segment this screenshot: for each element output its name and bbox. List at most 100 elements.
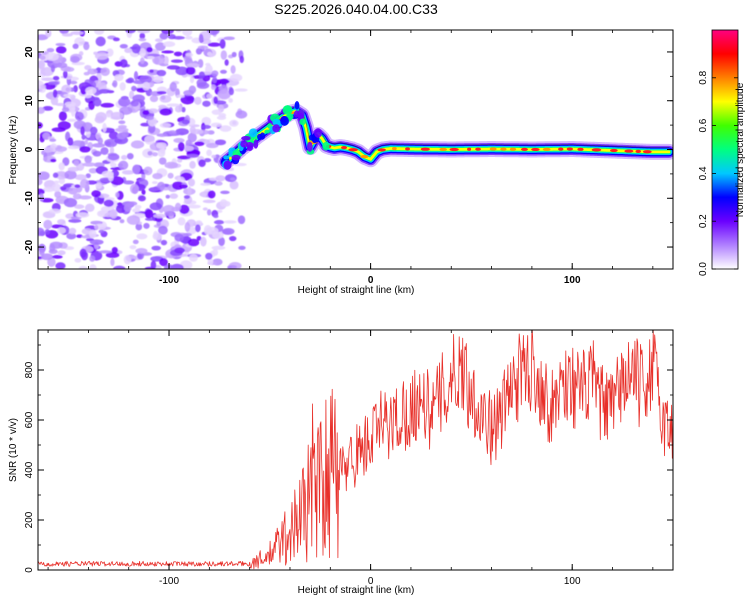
spectrogram-noise-blob (183, 89, 195, 96)
spectrogram-noise-blob (166, 65, 180, 70)
spectrogram-peak (542, 147, 551, 151)
spectrogram-noise-blob (186, 63, 200, 68)
spectrogram-noise-blob (49, 241, 63, 249)
spectrogram-noise-blob (100, 102, 115, 108)
spectrogram-noise-blob (161, 50, 174, 54)
spectrogram-noise-blob (95, 182, 103, 189)
spectrogram-y-tick-label: 20 (24, 46, 35, 58)
spectrogram-y-tick-label: 10 (24, 95, 35, 107)
colorbar-tick-label: 0.0 (698, 262, 709, 276)
spectrogram-noise-blob (63, 93, 73, 98)
spectrogram-noise-blob (58, 111, 67, 121)
spectrogram-noise-blob (211, 70, 219, 77)
spectrogram-noise-blob (222, 228, 235, 235)
spectrogram-noise-blob (67, 137, 74, 146)
spectrogram-noise-blob (82, 162, 97, 167)
spectrogram-ridge-blob (228, 150, 234, 157)
spectrogram-noise-blob (38, 243, 46, 253)
spectrogram-ridge-blob (223, 155, 230, 160)
spectrogram-noise-blob (88, 229, 97, 239)
spectrogram-noise-blob (175, 94, 185, 98)
spectrogram-noise-blob (109, 146, 115, 155)
spectrogram-peak (377, 148, 386, 152)
spectrogram-noise-blob (84, 155, 92, 164)
spectrogram-noise-blob (229, 235, 237, 242)
spectrogram-peak (509, 147, 517, 151)
spectrogram-noise-blob (207, 190, 216, 199)
spectrogram-ridge-blob (306, 141, 313, 152)
spectrogram-noise-blob (138, 37, 147, 42)
spectrogram-noise-blob (55, 262, 66, 269)
spectrogram-noise-blob (151, 181, 158, 185)
spectrogram-noise-blob (173, 138, 185, 143)
spectrogram-noise-blob (150, 260, 157, 269)
spectrogram-noise-blob (39, 250, 45, 256)
spectrogram-noise-blob (132, 239, 139, 245)
spectrogram-ridge-blob (241, 135, 251, 141)
spectrogram-noise-blob (229, 180, 239, 190)
spectrogram-ridge-blob (314, 128, 322, 138)
spectrogram-noise-blob (206, 209, 212, 216)
spectrogram-noise-blob (202, 207, 208, 211)
spectrogram-noise-blob (135, 248, 148, 254)
spectrogram-noise-blob (153, 213, 167, 219)
spectrogram-peak (449, 147, 459, 152)
spectrogram-noise-blob (156, 133, 168, 137)
spectrogram-noise-blob (72, 43, 79, 50)
spectrogram-ridge-blob (257, 133, 263, 140)
spectrogram-noise-blob (134, 204, 142, 210)
spectrogram-noise-blob (197, 45, 209, 50)
spectrogram-noise-blob (229, 119, 239, 127)
spectrogram-noise-blob (63, 197, 78, 208)
colorbar-bar (712, 30, 738, 269)
spectrogram-noise-blob (84, 64, 92, 71)
spectrogram-noise-blob (133, 71, 139, 81)
spectrogram-noise-blob (177, 142, 185, 152)
spectrogram-noise-blob (144, 217, 156, 221)
snr-panel: -100 0 100 0 200 400 600 800 Height of straight… (8, 329, 674, 596)
chart-title: S225.2026.040.04.00.C33 (274, 1, 438, 17)
spectrogram-noise-blob (214, 181, 223, 186)
spectrogram-noise-blob (128, 255, 136, 259)
spectrogram-noise-blob (139, 32, 146, 40)
spectrogram-noise-blob (213, 214, 219, 219)
spectrogram-noise-blob (129, 245, 137, 250)
spectrogram-noise-blob (144, 209, 154, 219)
spectrogram-noise-blob (137, 30, 151, 34)
spectrogram-noise-blob (41, 77, 55, 82)
spectrogram-noise-blob (152, 152, 158, 157)
spectrogram-noise-blob (119, 43, 128, 49)
spectrogram-peak (405, 147, 410, 151)
spectrogram-peak (558, 147, 564, 151)
spectrogram-noise-blob (93, 162, 105, 168)
spectrogram-peak (348, 148, 358, 152)
spectrogram-noise-blob (224, 59, 229, 66)
spectrogram-noise-blob (181, 106, 186, 113)
spectrogram-noise-blob (94, 225, 99, 231)
spectrogram-noise-blob (131, 43, 141, 54)
spectrogram-noise-blob (141, 189, 146, 195)
spectrogram-noise-blob (38, 227, 45, 237)
spectrogram-noise-blob (46, 48, 55, 53)
spectrogram-noise-blob (154, 38, 163, 43)
spectrogram-noise-blob (217, 89, 231, 100)
spectrogram-noise-blob (179, 204, 190, 215)
spectrogram-noise-blob (40, 84, 46, 90)
spectrogram-noise-blob (50, 158, 57, 163)
spectrogram-noise-blob (57, 219, 66, 225)
spectrogram-noise-blob (142, 110, 150, 116)
spectrogram-peak (467, 147, 472, 151)
spectrogram-noise-blob (187, 132, 197, 143)
spectrogram-peak (591, 148, 602, 152)
spectrogram-ridge-blob (246, 144, 254, 152)
spectrogram-noise-blob (220, 190, 230, 195)
colorbar-tick-label: 0.8 (698, 70, 709, 84)
spectrogram-ridge-blob (272, 118, 281, 126)
spectrogram-noise-blob (126, 215, 141, 225)
spectrogram-noise-blob (130, 99, 139, 107)
spectrogram-noise-blob (89, 239, 104, 245)
spectrogram-noise-blob (214, 139, 227, 146)
spectrogram-noise-blob (80, 126, 85, 136)
spectrogram-noise-blob (52, 255, 63, 259)
spectrogram-noise-blob (158, 157, 167, 165)
